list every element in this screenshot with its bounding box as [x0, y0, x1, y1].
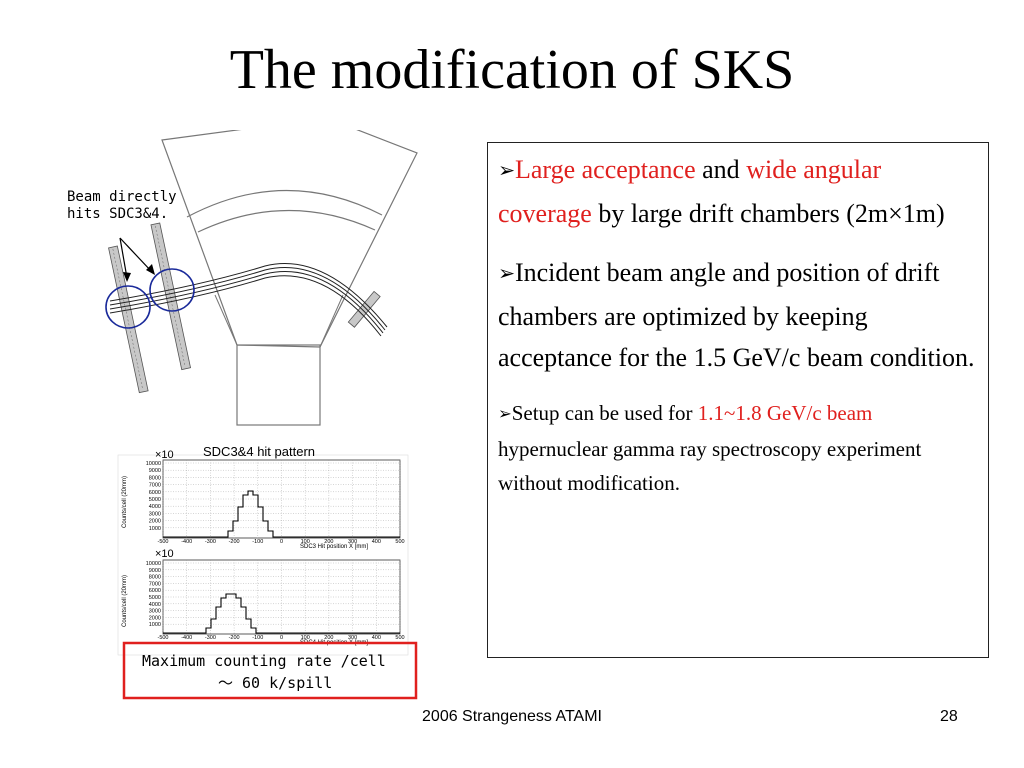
x-tick-label: -100 — [252, 539, 263, 545]
y-tick-label: 3000 — [149, 609, 161, 615]
y-tick-label: 9000 — [149, 468, 161, 474]
y-tick-label: 10000 — [146, 561, 161, 567]
bullet-2-seg-1: Incident beam angle and position of drif… — [498, 258, 975, 372]
x-tick-label: -300 — [205, 539, 216, 545]
bullet-3: ➢Setup can be used for 1.1~1.8 GeV/c bea… — [498, 396, 978, 500]
counting-rate-line2: 〜 60 k/spill — [218, 674, 332, 692]
exit-chamber — [347, 290, 381, 328]
y-tick-label: 5000 — [149, 595, 161, 601]
bullet-1-seg-4: by large drift chambers (2m×1m) — [591, 199, 945, 228]
drift-chamber-sdc3 — [108, 245, 149, 394]
y-tick-label: 8000 — [149, 475, 161, 481]
scale-label-top: ×10 — [155, 449, 174, 461]
page-number: 28 — [940, 708, 958, 725]
beam-hit-circle-sdc4 — [149, 268, 195, 312]
magnet-pole-arc-inner — [197, 209, 376, 233]
y-tick-label: 9000 — [149, 568, 161, 574]
magnet-pole-arc-outer — [186, 189, 383, 218]
x-tick-label: 100 — [301, 539, 310, 545]
x-tick-label: 400 — [372, 635, 381, 641]
y-tick-label: 3000 — [149, 511, 161, 517]
hit-pattern-histograms: SDC3&4 hit pattern ×10 ×10 Counts/cell (… — [117, 444, 418, 700]
x-tick-label: 300 — [348, 539, 357, 545]
drift-chamber-sdc4 — [150, 222, 192, 371]
beam-trajectories — [109, 263, 388, 337]
y-tick-label: 4000 — [149, 504, 161, 510]
bullet-1: ➢Large acceptance and wide angular cover… — [498, 149, 978, 234]
bullet-1-seg-3: wide angular coverage — [498, 155, 882, 228]
x-tick-label: 300 — [348, 635, 357, 641]
x-tick-label: 0 — [280, 635, 283, 641]
arrow-bullet-icon: ➢ — [498, 263, 515, 285]
beam-hit-circle-sdc3 — [105, 285, 151, 329]
x-tick-label: -500 — [157, 635, 168, 641]
y-tick-label: 6000 — [149, 588, 161, 594]
x-tick-label: -400 — [181, 635, 192, 641]
bullet-3-seg-1: Setup can be used for — [511, 401, 698, 425]
arrow-bullet-icon: ➢ — [498, 160, 515, 182]
x-tick-label: 200 — [324, 635, 333, 641]
y-tick-label: 1000 — [149, 622, 161, 628]
detector-box — [236, 344, 321, 426]
bullet-text-box: ➢Large acceptance and wide angular cover… — [487, 142, 989, 658]
x-tick-label: -100 — [252, 635, 263, 641]
y-tick-label: 1000 — [149, 526, 161, 532]
x-tick-label: 0 — [280, 539, 283, 545]
scale-label-bottom: ×10 — [155, 548, 174, 560]
bullet-1-seg-1: Large acceptance — [514, 155, 696, 184]
histogram-top-plot: 1000090008000700060005000400030002000100… — [146, 459, 405, 550]
annotation-line1: Beam directly — [67, 189, 177, 205]
x-tick-label: -400 — [181, 539, 192, 545]
y-tick-label: 2000 — [149, 615, 161, 621]
x-tick-label: 500 — [395, 539, 404, 545]
counting-rate-highlight-box — [122, 641, 418, 700]
y-tick-label: 4000 — [149, 602, 161, 608]
y-tick-label: 5000 — [149, 497, 161, 503]
x-tick-label: 400 — [372, 539, 381, 545]
ylabel-top: Counts/cell (20mm) — [122, 476, 128, 528]
y-tick-label: 7000 — [149, 581, 161, 587]
histogram-top-curve — [163, 490, 400, 538]
y-tick-label: 7000 — [149, 483, 161, 489]
x-tick-label: 200 — [324, 539, 333, 545]
x-tick-label: -300 — [205, 635, 216, 641]
footer-text: 2006 Strangeness ATAMI — [422, 708, 602, 725]
histogram-bottom-curve — [163, 593, 400, 634]
counting-rate-line1: Maximum counting rate /cell — [142, 652, 386, 670]
annotation-line2: hits SDC3&4. — [67, 206, 168, 222]
y-tick-label: 10000 — [146, 461, 161, 467]
magnet-yoke — [161, 130, 418, 348]
slide-title: The modification of SKS — [229, 39, 795, 101]
sks-spectrometer-diagram: Beam directly hits SDC3&4. — [67, 130, 418, 426]
x-tick-label: -200 — [229, 539, 240, 545]
y-tick-label: 2000 — [149, 519, 161, 525]
x-tick-label: -500 — [157, 539, 168, 545]
y-tick-label: 6000 — [149, 490, 161, 496]
x-tick-label: 500 — [395, 635, 404, 641]
x-tick-label: 100 — [301, 635, 310, 641]
bullet-3-seg-3: hypernuclear gamma ray spectroscopy expe… — [498, 437, 922, 495]
bullet-2: ➢Incident beam angle and position of dri… — [498, 252, 978, 378]
histogram-title: SDC3&4 hit pattern — [203, 444, 315, 459]
bullet-3-seg-2: 1.1~1.8 GeV/c beam — [697, 401, 873, 425]
x-tick-label: -200 — [229, 635, 240, 641]
y-tick-label: 8000 — [149, 575, 161, 581]
bullet-1-seg-2: and — [695, 155, 747, 184]
arrow-bullet-icon: ➢ — [498, 404, 512, 423]
ylabel-bottom: Counts/cell (20mm) — [122, 575, 128, 627]
top-xlabel: SDC3 Hit position X [mm] — [300, 544, 368, 550]
